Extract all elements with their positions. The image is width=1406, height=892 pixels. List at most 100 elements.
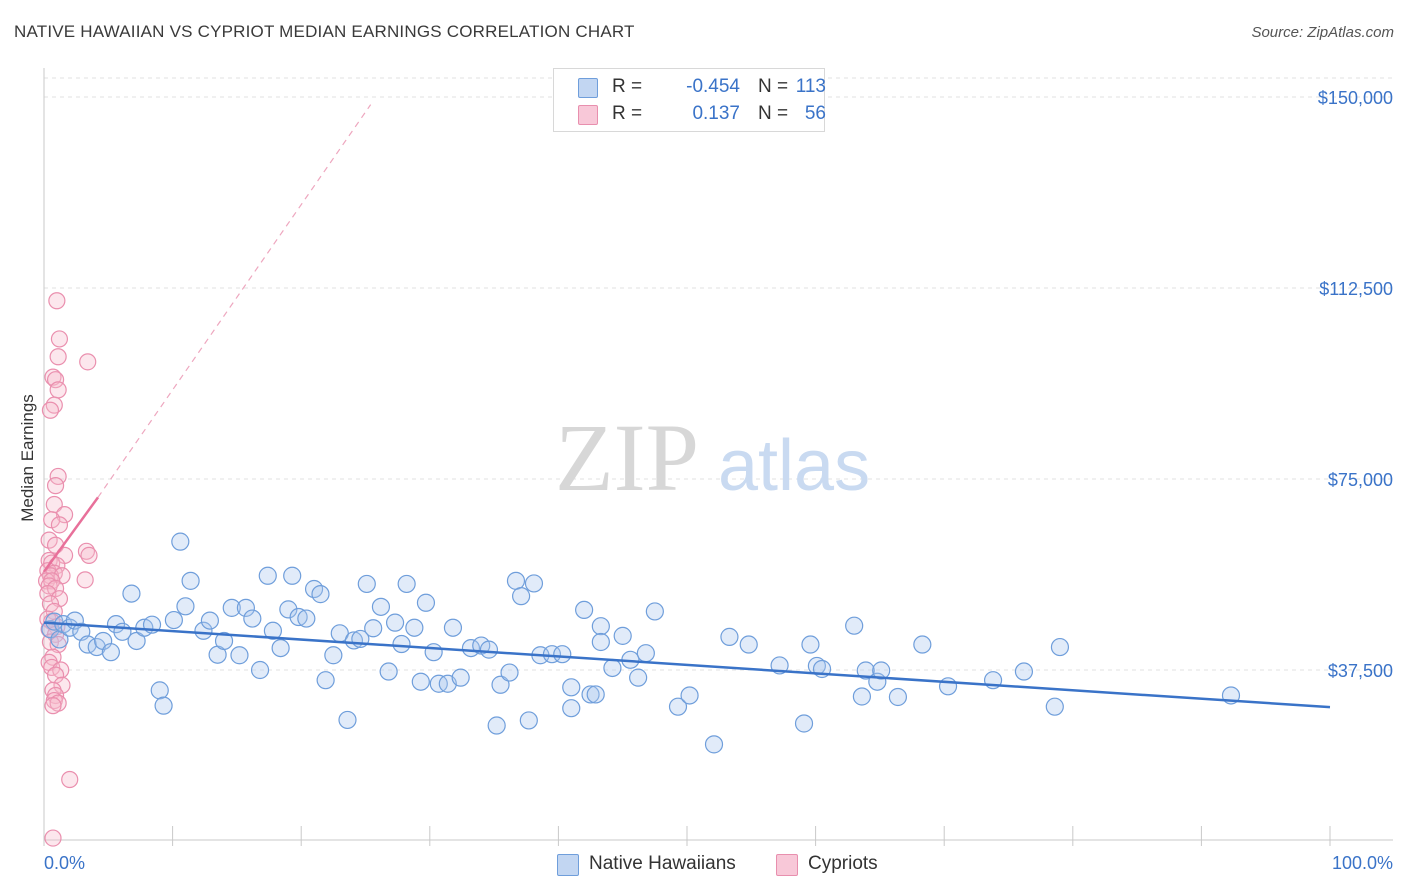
native-hawaiians-point: [1014, 662, 1034, 681]
native-hawaiians-point: [1050, 637, 1070, 657]
cypriots-point: [55, 506, 74, 524]
native-hawaiians-point: [176, 597, 195, 616]
native-hawaiians-point: [316, 671, 335, 690]
native-hawaiians-point: [101, 643, 120, 662]
native-hawaiians-point: [872, 661, 891, 680]
native-hawaiians-point: [1045, 697, 1064, 716]
native-hawaiians-point: [411, 672, 430, 691]
y-tick-label: $112,500: [1319, 279, 1393, 299]
cypriots-point: [49, 381, 67, 399]
cypriots-point: [76, 571, 94, 589]
native-hawaiians-point: [794, 714, 814, 733]
cypriots-point: [49, 348, 67, 366]
cypriots-point: [52, 661, 70, 679]
cypriots-point: [46, 371, 65, 389]
native-hawaiians-point: [385, 613, 405, 632]
legend-r-label: R =: [612, 103, 643, 124]
cypriots-point: [44, 368, 62, 386]
native-hawaiians-point: [194, 621, 213, 640]
cypriots-point: [79, 353, 97, 371]
cypriots-point: [61, 770, 79, 789]
native-hawaiians-point: [575, 600, 594, 619]
x-tick-left: 0.0%: [44, 853, 85, 873]
watermark-atlas: atlas: [718, 426, 870, 506]
native-hawaiians-point: [591, 632, 610, 652]
native-hawaiians-point: [443, 618, 463, 637]
cypriots-point: [46, 477, 65, 495]
native-hawaiians-point: [913, 635, 932, 654]
cypriots-point: [53, 676, 71, 694]
y-axis-label: Median Earnings: [18, 394, 37, 522]
native-hawaiians-point: [236, 598, 256, 617]
native-hawaiians-point: [214, 631, 234, 651]
native-hawaiians-point: [258, 566, 277, 585]
chart-title: NATIVE HAWAIIAN VS CYPRIOT MEDIAN EARNIN…: [14, 22, 635, 41]
native-hawaiians-point: [512, 587, 531, 606]
y-tick-label: $150,000: [1318, 88, 1393, 108]
native-hawaiians-point: [379, 662, 398, 681]
native-hawaiians-point: [704, 735, 724, 754]
native-hawaiians-point: [451, 668, 470, 687]
native-hawaiians-point: [739, 635, 758, 654]
native-hawaiians-point: [553, 645, 572, 664]
native-hawaiians-point: [171, 532, 190, 551]
legend-r-value: 0.137: [692, 103, 740, 124]
legend-swatch-pink: [578, 105, 598, 125]
native-hawaiians-point: [405, 618, 424, 637]
native-hawaiians-point: [424, 643, 443, 662]
native-hawaiians-point: [586, 685, 605, 704]
native-hawaiians-point: [364, 619, 383, 638]
native-hawaiians-point: [542, 645, 562, 664]
native-hawaiians-point: [150, 681, 169, 700]
native-hawaiians-point: [680, 686, 699, 705]
legend-r-label: R =: [612, 76, 643, 97]
gridlines: [44, 77, 1393, 671]
native-hawaiians-point: [243, 609, 262, 628]
legend-n-label: N =: [758, 76, 789, 97]
native-hawaiians-point: [263, 621, 283, 640]
native-hawaiians-point: [524, 574, 544, 593]
native-hawaiians-point: [371, 597, 391, 616]
native-hawaiians-point: [500, 663, 519, 682]
native-hawaiians-point: [344, 631, 364, 650]
native-hawaiians-point: [357, 574, 376, 594]
legend-label: Cypriots: [808, 853, 878, 874]
y-tick-label: $37,500: [1328, 661, 1393, 681]
native-hawaiians-point: [562, 678, 581, 697]
native-hawaiians-trend-line: [43, 621, 1331, 709]
legend-swatch-blue: [578, 78, 598, 98]
native-hawaiians-point: [279, 600, 298, 619]
native-hawaiians-point: [338, 710, 357, 730]
native-hawaiians-point: [200, 611, 219, 630]
native-hawaiians-point: [230, 646, 249, 665]
native-hawaiians-point: [720, 627, 739, 646]
native-hawaiians-point: [271, 638, 290, 658]
axes: [43, 68, 1393, 846]
y-tick-label: $75,000: [1328, 470, 1393, 490]
native-hawaiians-point: [487, 716, 506, 735]
native-hawaiians-point: [856, 661, 875, 680]
cypriots-trend-line: [42, 496, 100, 573]
watermark-zip: ZIP: [555, 404, 699, 511]
legend-r-value: -0.454: [686, 76, 740, 97]
native-hawaiians-point: [581, 685, 600, 704]
native-hawaiians-point: [519, 711, 538, 730]
legend-n-value: 113: [795, 76, 826, 97]
x-tick-right: 100.0%: [1332, 853, 1393, 873]
native-hawaiians-point: [283, 566, 302, 585]
cypriots-point: [50, 330, 69, 348]
native-hawaiians-point: [845, 616, 864, 635]
legend-swatch-blue: [557, 854, 579, 876]
native-hawaiians-point: [416, 593, 436, 612]
native-hawaiians-point: [938, 677, 958, 696]
legend-n-value: 56: [804, 103, 826, 124]
native-hawaiians-point: [289, 607, 308, 627]
cypriots-trend-extension: [97, 104, 372, 498]
native-hawaiians-point: [324, 646, 343, 665]
native-hawaiians-point: [613, 626, 632, 645]
cypriots-point: [44, 829, 62, 847]
native-hawaiians-point: [122, 584, 141, 603]
native-hawaiians-point: [181, 571, 200, 590]
trend-lines: [42, 104, 1331, 709]
